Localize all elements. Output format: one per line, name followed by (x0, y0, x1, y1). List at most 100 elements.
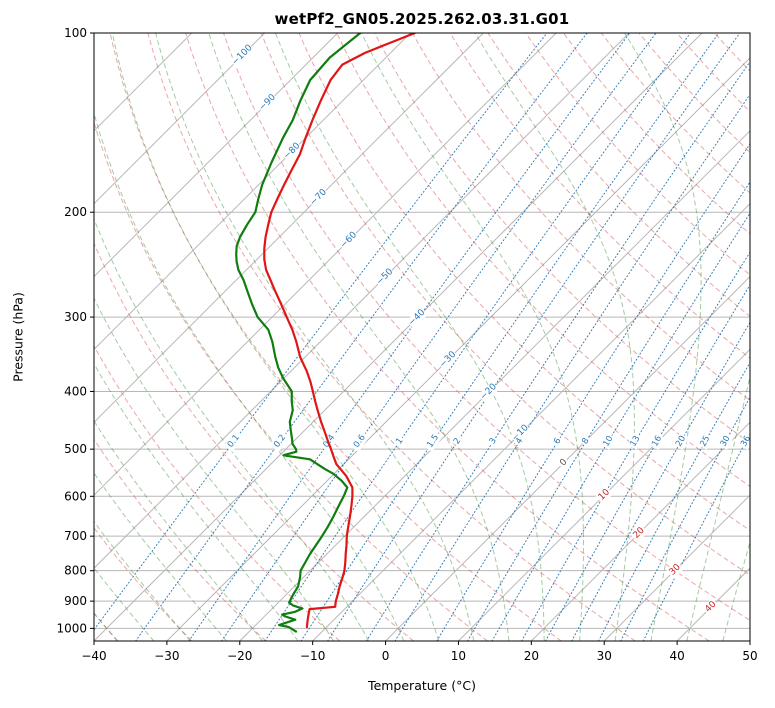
dewpoint-line (235, 33, 362, 633)
label-mask (486, 434, 500, 448)
mixing-ratio-line (545, 284, 750, 641)
moist-adiabat (274, 33, 545, 641)
dry-adiabat (714, 33, 750, 72)
x-tick-label: 0 (382, 649, 390, 663)
mixing-ratio-label: 30 (717, 432, 734, 450)
x-axis-label: Temperature (°C) (368, 678, 476, 693)
moist-adiabat (94, 362, 299, 641)
isotherm-line (530, 421, 750, 641)
isotherms-layer (94, 33, 750, 641)
isotherm-line (458, 348, 750, 641)
dry-adiabat (600, 33, 750, 194)
mixing-ratio-line (467, 181, 750, 641)
mixing-ratio-label: 2 (450, 434, 465, 448)
y-tick-label: 400 (64, 384, 87, 398)
label-mask (423, 430, 443, 453)
label-mask (509, 422, 532, 445)
label-mask (224, 430, 244, 452)
isotherm-line (312, 202, 750, 641)
mixing-ratio-line (135, 33, 588, 641)
moist-adiabat (94, 111, 405, 641)
x-tick-label: 30 (597, 649, 612, 663)
mixing-ratio-label: 4 (512, 434, 527, 448)
x-tick-label: −10 (300, 649, 325, 663)
mixing-ratio-line (436, 142, 750, 641)
label-mask (717, 432, 734, 450)
y-tick-label: 1000 (56, 621, 87, 635)
label-text: 4 (514, 436, 525, 446)
label-mask (281, 140, 304, 163)
isotherm-line (603, 494, 750, 641)
mixing-ratio-line (598, 361, 750, 641)
x-tick-label: −30 (154, 649, 179, 663)
isotherm-line (94, 33, 630, 569)
y-axis-ticks: 100 200 300 400 500 600 700 800 900 1000 (56, 26, 94, 635)
isotherm-line (94, 33, 557, 496)
isotherm-line (94, 33, 193, 132)
mixing-ratio-line (571, 321, 750, 641)
plot-border (93, 32, 751, 642)
label-mask (673, 432, 690, 450)
isotherm-label: 10 (595, 486, 614, 504)
label-mask (229, 42, 256, 69)
label-text: 2 (452, 436, 463, 446)
mixing-ratio-label: 13 (627, 432, 644, 450)
mixing-ratio-line (365, 60, 750, 641)
label-mask (556, 455, 571, 470)
moist-adiabat (94, 567, 155, 641)
isotherm-line (166, 57, 750, 641)
label-text: 36 (739, 434, 753, 448)
y-tick-label: 800 (64, 564, 87, 578)
mixing-ratio-label: 8 (579, 435, 593, 448)
x-tick-label: −20 (227, 649, 252, 663)
label-mask (595, 486, 614, 504)
y-axis-label: Pressure (hPa) (10, 292, 26, 382)
label-mask (630, 524, 648, 543)
moist-adiabat (94, 472, 227, 641)
moist-adiabat (94, 520, 191, 641)
moist-adiabat (94, 217, 370, 641)
isotherm-line (385, 275, 750, 641)
label-mask (551, 435, 565, 448)
pressure-gridlines (94, 33, 750, 629)
x-tick-label: 40 (669, 649, 684, 663)
label-mask (450, 434, 465, 448)
moist-adiabat (94, 297, 334, 641)
mixing-ratio-label: 6 (551, 435, 565, 448)
dry-adiabat (336, 33, 750, 488)
mixing-ratio-line (188, 33, 631, 641)
mixing-ratio-label: 36 (738, 432, 753, 450)
label-mask (270, 430, 290, 452)
label-mask (437, 349, 459, 371)
mixing-ratio-line (221, 33, 657, 641)
label-text: 6 (552, 436, 563, 446)
isotherm-label: 40 (702, 598, 720, 616)
isotherm-line (94, 33, 266, 205)
mixing-ratio-label: 1 (393, 434, 407, 448)
label-mask (337, 229, 360, 252)
mixing-ratio-label: 25 (697, 432, 714, 450)
isotherm-line (94, 33, 703, 641)
x-axis-ticks: −40 −30 −20 −10 0 10 20 30 40 50 (81, 641, 758, 663)
mixing-ratio-label: 20 (673, 432, 690, 450)
label-mask (666, 561, 685, 579)
mixing-ratio-layer (94, 33, 750, 641)
dry-adiabat (487, 33, 750, 317)
isotherm-line (676, 567, 750, 641)
dry-adiabat (185, 33, 710, 641)
isotherm-line (94, 33, 484, 424)
label-mask (702, 598, 720, 616)
label-mask (307, 186, 330, 209)
label-text: 0 (558, 457, 569, 468)
dry-adiabat (94, 438, 267, 641)
label-text: 20 (674, 434, 688, 448)
dry-adiabat (147, 33, 636, 641)
isotherm-line (94, 33, 411, 351)
dry-adiabat (298, 33, 750, 531)
temperature-line (263, 33, 416, 629)
y-tick-label: 200 (64, 205, 87, 219)
moist-adiabat (360, 33, 584, 641)
